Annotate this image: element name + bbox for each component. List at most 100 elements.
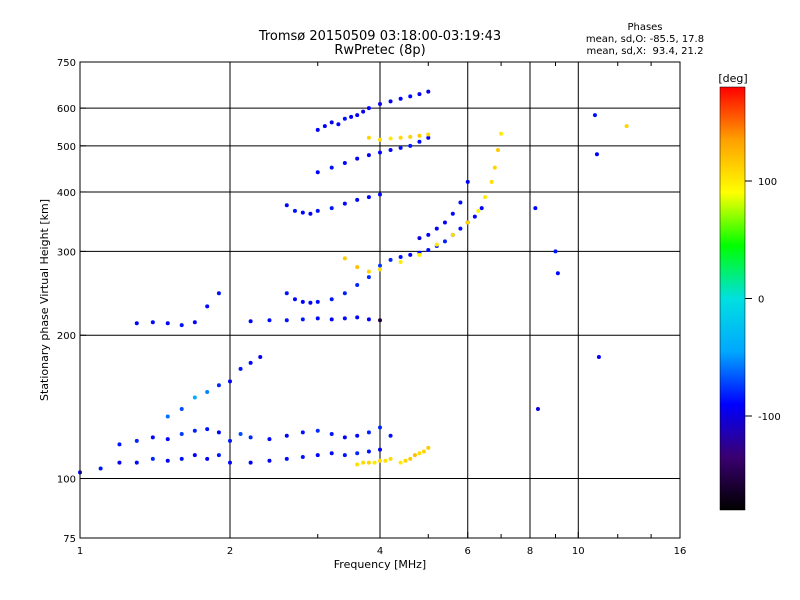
y-tick-label: 600 (57, 104, 76, 115)
data-point (315, 316, 320, 321)
data-point (216, 383, 221, 388)
data-point (476, 208, 481, 213)
x-tick-label: 2 (227, 546, 233, 557)
y-tick-label: 100 (57, 475, 76, 486)
data-point (216, 430, 221, 435)
x-axis-ticks: 1 2 4 6 8 10 16 (77, 62, 687, 557)
x-tick-label: 8 (527, 546, 533, 557)
data-point (555, 271, 560, 276)
data-point (378, 267, 382, 272)
data-point (292, 297, 297, 302)
data-point (366, 106, 371, 111)
chart-subtitle: RwPretec (8p) (334, 43, 425, 58)
stats-line-o: mean, sd,O: -85.5, 17.8 (586, 34, 704, 45)
data-point (378, 192, 382, 197)
data-point (408, 94, 413, 99)
data-point (342, 453, 347, 458)
data-point (412, 453, 417, 458)
data-point (378, 447, 382, 452)
data-point (378, 318, 382, 323)
data-point (179, 432, 184, 437)
data-point (349, 114, 354, 119)
data-point (342, 161, 347, 166)
data-point (165, 437, 170, 442)
data-point (179, 406, 184, 411)
data-point (465, 220, 470, 225)
data-point (378, 150, 382, 155)
data-point (192, 428, 197, 433)
data-point (248, 435, 253, 440)
data-point (205, 304, 210, 309)
data-point (366, 460, 371, 465)
data-point (315, 170, 320, 175)
data-point (383, 458, 388, 463)
data-point (300, 317, 305, 322)
data-point (535, 406, 540, 411)
data-point (378, 425, 382, 430)
data-point (228, 379, 232, 384)
colorbar (719, 86, 746, 511)
data-point (378, 458, 382, 463)
data-point (248, 460, 253, 465)
data-point (366, 430, 371, 435)
stats-line-x: mean, sd,X: 93.4, 21.2 (587, 46, 704, 57)
data-point (366, 135, 371, 140)
data-point (398, 96, 403, 101)
data-point (355, 283, 360, 288)
data-point (458, 200, 463, 205)
data-point (421, 449, 426, 454)
data-point (458, 226, 463, 231)
x-tick-label: 1 (77, 546, 83, 557)
data-point (179, 456, 184, 461)
data-point (300, 210, 305, 215)
data-point (117, 442, 122, 447)
data-point (267, 318, 272, 323)
data-point (366, 275, 371, 280)
data-point (408, 134, 413, 139)
data-point (553, 249, 558, 254)
data-point (592, 113, 597, 118)
y-axis-ticks: 75 100 200 300 400 500 600 750 (57, 58, 86, 545)
y-tick-label: 300 (57, 247, 76, 258)
data-point (267, 437, 272, 442)
data-point (205, 389, 210, 394)
data-point (398, 145, 403, 150)
y-tick-label: 200 (57, 331, 76, 342)
colorbar-tick-label: 0 (758, 295, 764, 306)
data-point (248, 319, 253, 324)
data-point (228, 438, 232, 443)
data-point (361, 109, 366, 114)
chart-title: Tromsø 20150509 03:18:00-03:19:43 (258, 29, 501, 44)
data-point (450, 211, 455, 216)
data-point (465, 179, 470, 184)
data-point (366, 269, 371, 274)
data-point (472, 214, 477, 219)
data-point (322, 124, 327, 129)
data-point (315, 208, 320, 213)
data-point (342, 316, 347, 321)
data-point (388, 136, 393, 141)
colorbar-tick-label: -100 (758, 412, 781, 423)
data-point (192, 395, 197, 400)
data-point (355, 156, 360, 161)
data-point (403, 458, 408, 463)
grid-lines (80, 62, 680, 538)
data-point (417, 139, 422, 144)
data-point (165, 414, 170, 419)
data-point (134, 438, 139, 443)
data-point (315, 428, 320, 433)
data-point (434, 226, 439, 231)
data-point (378, 137, 382, 142)
data-point (165, 321, 170, 326)
data-point (417, 252, 422, 257)
data-point (284, 291, 289, 296)
data-point (388, 456, 393, 461)
x-tick-label: 4 (377, 546, 383, 557)
x-tick-label: 16 (674, 546, 687, 557)
data-point (355, 462, 360, 467)
data-point (248, 360, 253, 365)
data-point (315, 453, 320, 458)
data-point (329, 165, 334, 170)
data-point (442, 239, 447, 244)
